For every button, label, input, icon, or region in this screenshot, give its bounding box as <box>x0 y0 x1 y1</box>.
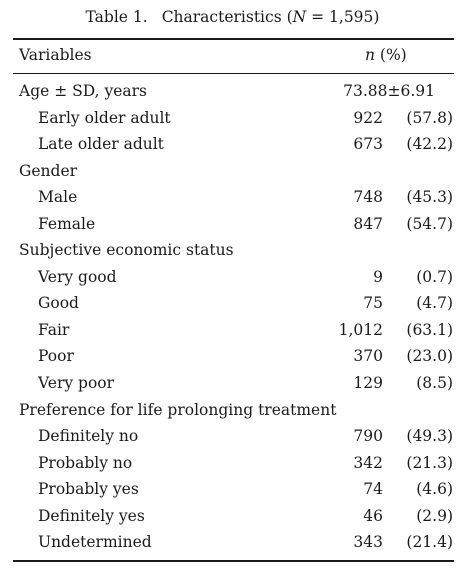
row-label: Male <box>38 188 78 207</box>
row-percent: (21.4) <box>406 533 453 552</box>
table-group-row: Subjective economic status <box>0 239 465 266</box>
row-label: Early older adult <box>38 108 171 127</box>
table-row: Probably yes 74 (4.6) <box>0 478 465 505</box>
row-label: Very poor <box>38 374 115 393</box>
row-count: 922 <box>353 108 383 127</box>
row-percent: (57.8) <box>406 108 453 127</box>
row-label: Definitely yes <box>38 506 145 525</box>
header-rule <box>13 73 454 74</box>
row-label: Good <box>38 294 79 313</box>
table-row: Late older adult 673 (42.2) <box>0 133 465 160</box>
header-n-symbol: n <box>365 46 375 64</box>
table-row: Definitely yes 46 (2.9) <box>0 505 465 532</box>
row-label: Very good <box>38 267 117 286</box>
row-count: 129 <box>353 374 383 393</box>
table-group-row: Gender <box>0 160 465 187</box>
table-row: Undetermined 343 (21.4) <box>0 531 465 558</box>
table-row: Definitely no 790 (49.3) <box>0 425 465 452</box>
row-label: Probably no <box>38 453 133 472</box>
row-percent: (0.7) <box>416 267 453 286</box>
row-count: 75 <box>363 294 383 313</box>
row-label: Poor <box>38 347 74 366</box>
table-row: Good 75 (4.7) <box>0 292 465 319</box>
row-label: Age ± SD, years <box>19 82 148 100</box>
row-percent: (2.9) <box>416 506 453 525</box>
row-percent: (21.3) <box>406 453 453 472</box>
row-percent: (23.0) <box>406 347 453 366</box>
row-count: 46 <box>363 506 383 525</box>
row-label: Gender <box>19 161 78 180</box>
table-row: Very good 9 (0.7) <box>0 266 465 293</box>
table-row: Fair 1,012 (63.1) <box>0 319 465 346</box>
table-body: Age ± SD, years 73.88±6.91 Early older adu… <box>0 80 465 558</box>
table-number: Table 1. <box>85 8 148 26</box>
row-label: Undetermined <box>38 533 152 552</box>
row-count: 790 <box>353 427 383 446</box>
table-group-row: Preference for life prolonging treatment <box>0 399 465 426</box>
caption-suffix: = 1,595) <box>306 8 380 26</box>
row-percent: (4.7) <box>416 294 453 313</box>
table-row: Very poor 129 (8.5) <box>0 372 465 399</box>
row-label: Definitely no <box>38 427 139 446</box>
row-percent: (8.5) <box>416 374 453 393</box>
table-row: Female 847 (54.7) <box>0 213 465 240</box>
row-count: 370 <box>353 347 383 366</box>
row-label: Preference for life prolonging treatment <box>19 400 337 419</box>
caption-n-symbol: N <box>292 8 307 26</box>
row-count: 673 <box>353 135 383 154</box>
row-label: Late older adult <box>38 135 164 154</box>
row-percent: (54.7) <box>406 214 453 233</box>
row-count: 342 <box>353 453 383 472</box>
row-count: 343 <box>353 533 383 552</box>
row-mean-sd: 73.88±6.91 <box>343 82 435 100</box>
row-percent: (63.1) <box>406 320 453 339</box>
row-count: 748 <box>353 188 383 207</box>
table-row: Poor 370 (23.0) <box>0 345 465 372</box>
table-group-row: Age ± SD, years 73.88±6.91 <box>0 80 465 107</box>
row-count: 74 <box>363 480 383 499</box>
row-label: Fair <box>38 320 70 339</box>
row-count: 847 <box>353 214 383 233</box>
table-caption: Table 1. Characteristics (N = 1,595) <box>0 8 465 26</box>
bottom-rule <box>13 560 454 562</box>
row-count: 9 <box>373 267 383 286</box>
table-row: Early older adult 922 (57.8) <box>0 107 465 134</box>
header-variables: Variables <box>19 46 92 64</box>
header-percent: (%) <box>374 46 407 64</box>
table-row: Probably no 342 (21.3) <box>0 452 465 479</box>
header-n-percent: n (%) <box>365 46 407 64</box>
row-percent: (42.2) <box>406 135 453 154</box>
row-label: Female <box>38 214 96 233</box>
row-count: 1,012 <box>338 320 383 339</box>
row-percent: (4.6) <box>416 480 453 499</box>
row-percent: (45.3) <box>406 188 453 207</box>
caption-prefix: Characteristics ( <box>161 8 293 26</box>
row-label: Subjective economic status <box>19 241 234 260</box>
row-percent: (49.3) <box>406 427 453 446</box>
top-rule <box>13 38 454 40</box>
table-row: Male 748 (45.3) <box>0 186 465 213</box>
row-label: Probably yes <box>38 480 139 499</box>
